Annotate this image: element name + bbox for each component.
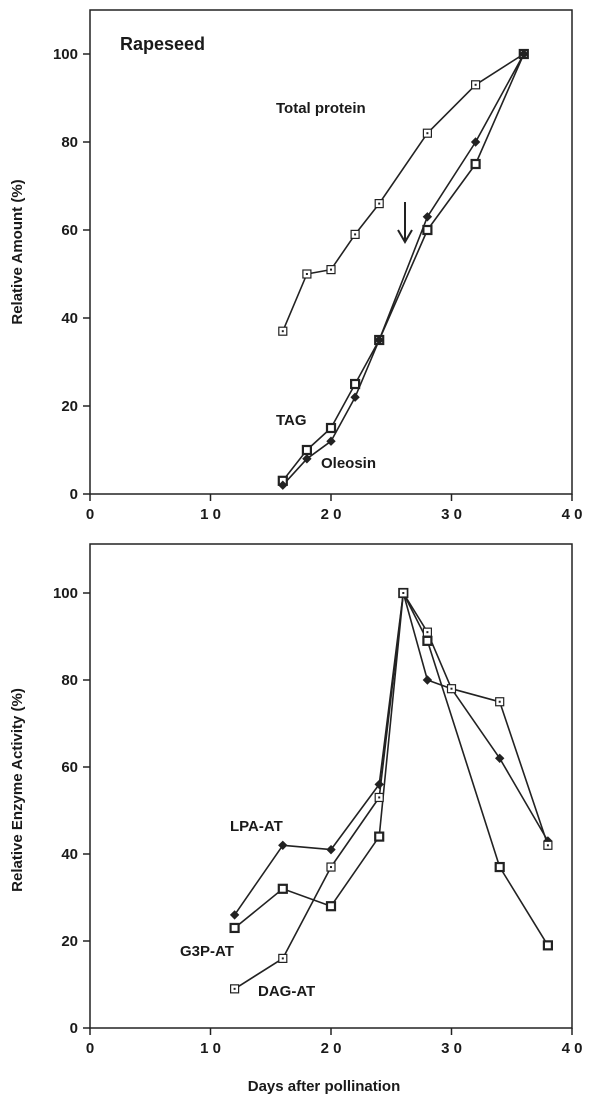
x-tick-label: 2 0 <box>321 1040 342 1057</box>
data-point-total-protein-center <box>305 273 308 275</box>
x-axis-title: Days after pollination <box>248 1078 401 1095</box>
x-tick-label: 1 0 <box>200 1040 221 1057</box>
data-point-total-protein-center <box>378 202 381 205</box>
data-point-dag-at-center <box>402 592 405 594</box>
data-point-oleosin <box>374 335 384 345</box>
data-point-lpa-at <box>229 910 240 920</box>
series-lines <box>282 53 525 486</box>
data-point-dag-at-center <box>426 631 429 634</box>
plot-frame <box>89 9 573 495</box>
x-tick-label: 2 0 <box>321 506 342 523</box>
data-point-oleosin <box>350 392 360 402</box>
label-g3p-at: G3P-AT <box>180 943 234 960</box>
y-tick-label: 40 <box>61 846 78 863</box>
axis-ticks: 0 1 0 2 0 3 0 4 0 0 20 40 60 80 100 <box>53 585 582 1057</box>
data-point-dag-at-center <box>546 844 549 847</box>
series-lines <box>233 592 549 990</box>
data-point-dag-at-center <box>498 700 501 703</box>
label-lpa-at: LPA-AT <box>230 818 283 835</box>
series-line-oleosin <box>282 53 525 486</box>
data-point-tag <box>470 158 481 170</box>
data-point-tag <box>422 224 433 236</box>
y-tick-label: 20 <box>61 398 78 415</box>
data-point-total-protein-center <box>354 233 357 236</box>
y-tick-label: 60 <box>61 222 78 239</box>
x-tick-label: 3 0 <box>441 1040 462 1057</box>
data-point-lpa-at <box>494 753 505 764</box>
data-point-dag-at-center <box>281 957 284 960</box>
series-line-tag <box>282 53 525 482</box>
series-line-g3p-at <box>234 592 549 946</box>
y-tick-label: 0 <box>70 1020 78 1037</box>
y-tick-label: 0 <box>70 486 78 503</box>
data-point-g3p-at <box>542 940 554 951</box>
y-tick-label: 20 <box>61 933 78 950</box>
data-point-oleosin <box>302 454 312 464</box>
data-point-dag-at-center <box>330 866 332 869</box>
data-point-oleosin <box>519 49 529 59</box>
data-point-g3p-at <box>277 883 288 894</box>
y-tick-label: 80 <box>61 134 78 151</box>
data-point-total-protein-center <box>474 83 477 86</box>
y-tick-label: 40 <box>61 310 78 327</box>
data-point-g3p-at <box>229 922 240 934</box>
arrow-down-icon <box>397 202 413 244</box>
data-point-lpa-at <box>326 844 336 855</box>
series-markers <box>229 587 554 994</box>
axis-ticks: 0 1 0 2 0 3 0 4 0 0 20 40 60 80 100 <box>53 46 582 523</box>
data-point-oleosin <box>470 137 481 147</box>
y-axis-title: Relative Enzyme Activity (%) <box>9 688 26 892</box>
y-tick-label: 100 <box>53 46 78 63</box>
x-tick-label: 1 0 <box>200 506 221 523</box>
top-panel: Rapeseed Relative Amount (%) 0 1 0 2 0 3 0 4… <box>9 9 582 523</box>
data-point-total-protein-center <box>281 330 284 333</box>
bottom-panel: Relative Enzyme Activity (%) Days after … <box>9 543 582 1095</box>
series-markers <box>277 48 529 490</box>
data-point-dag-at-center <box>450 687 453 690</box>
label-dag-at: DAG-AT <box>258 983 315 1000</box>
label-oleosin: Oleosin <box>321 455 376 472</box>
y-tick-label: 100 <box>53 585 78 602</box>
data-point-lpa-at <box>374 779 384 790</box>
data-point-g3p-at <box>422 635 433 646</box>
series-line-total-protein <box>282 53 525 332</box>
data-point-tag <box>301 444 312 456</box>
data-point-dag-at-center <box>378 796 381 799</box>
data-point-oleosin <box>422 212 433 222</box>
data-point-g3p-at <box>494 861 505 873</box>
x-tick-label: 4 0 <box>562 506 583 523</box>
data-point-tag <box>325 422 337 434</box>
data-point-oleosin <box>278 480 288 490</box>
series-line-dag-at <box>234 592 549 990</box>
data-point-lpa-at <box>422 675 433 685</box>
data-point-tag <box>350 378 361 390</box>
data-point-g3p-at <box>325 901 337 912</box>
y-tick-label: 80 <box>61 672 78 689</box>
label-tag: TAG <box>276 412 307 429</box>
panel-title: Rapeseed <box>120 34 205 54</box>
data-point-g3p-at <box>374 831 385 842</box>
data-point-lpa-at <box>278 840 288 851</box>
x-tick-label: 0 <box>86 1040 94 1057</box>
plot-frame <box>89 543 573 1029</box>
y-tick-label: 60 <box>61 759 78 776</box>
data-point-dag-at-center <box>233 987 236 990</box>
y-axis-title: Relative Amount (%) <box>9 179 26 324</box>
data-point-total-protein-center <box>330 268 332 271</box>
x-tick-label: 3 0 <box>441 506 462 523</box>
data-point-oleosin <box>326 436 336 446</box>
data-point-total-protein-center <box>426 132 429 135</box>
label-total-protein: Total protein <box>276 100 366 117</box>
x-tick-label: 0 <box>86 506 94 523</box>
x-tick-label: 4 0 <box>562 1040 583 1057</box>
